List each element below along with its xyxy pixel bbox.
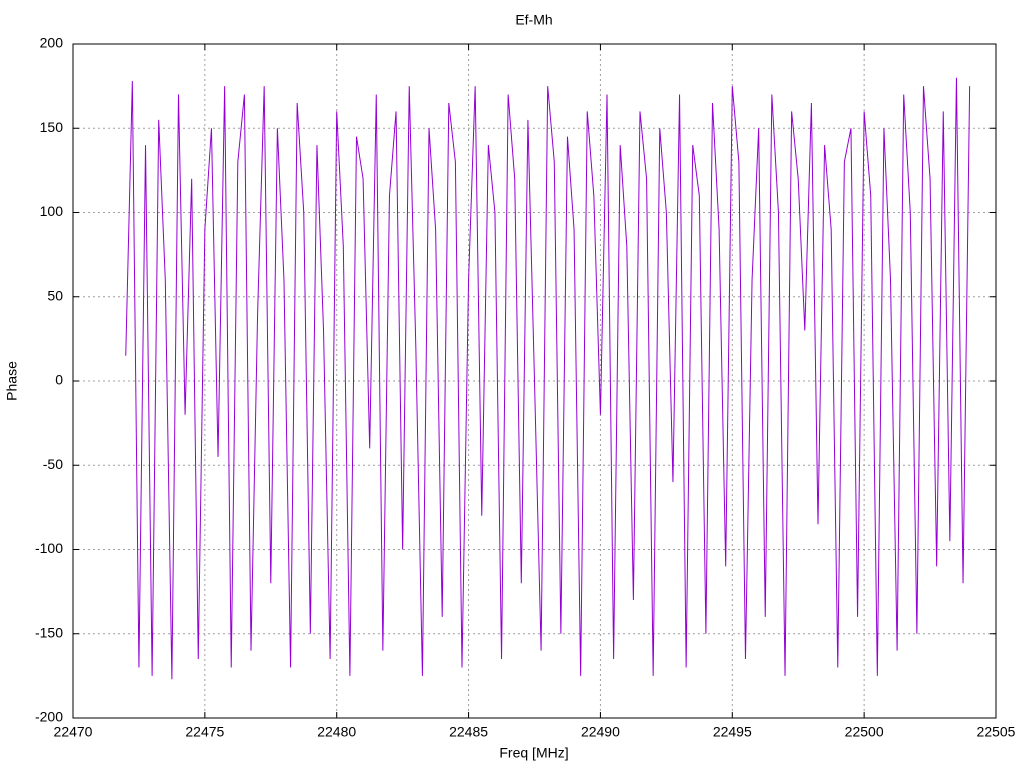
y-tick-label: 100	[40, 203, 64, 219]
y-tick-label: -200	[35, 709, 63, 725]
y-tick-label: 50	[47, 287, 63, 303]
x-tick-label: 22470	[54, 724, 93, 740]
x-axis-label: Freq [MHz]	[499, 745, 568, 761]
plot-border	[72, 43, 997, 719]
y-tick-label: -150	[35, 624, 63, 640]
y-tick-label: -100	[35, 540, 63, 556]
x-tick-label: 22490	[581, 724, 620, 740]
chart-title: Ef-Mh	[515, 12, 552, 28]
y-axis-label: Phase	[4, 361, 20, 401]
y-tick-label: 0	[55, 372, 63, 388]
x-tick-label: 22505	[977, 724, 1016, 740]
y-tick-label: 200	[40, 35, 64, 51]
y-tick-label: -50	[43, 456, 63, 472]
data-line	[125, 77, 971, 680]
x-tick-label: 22495	[713, 724, 752, 740]
x-tick-label: 22485	[449, 724, 488, 740]
y-tick-label: 150	[40, 119, 64, 135]
x-tick-label: 22500	[845, 724, 884, 740]
x-tick-label: 22480	[317, 724, 356, 740]
x-tick-label: 22475	[185, 724, 224, 740]
